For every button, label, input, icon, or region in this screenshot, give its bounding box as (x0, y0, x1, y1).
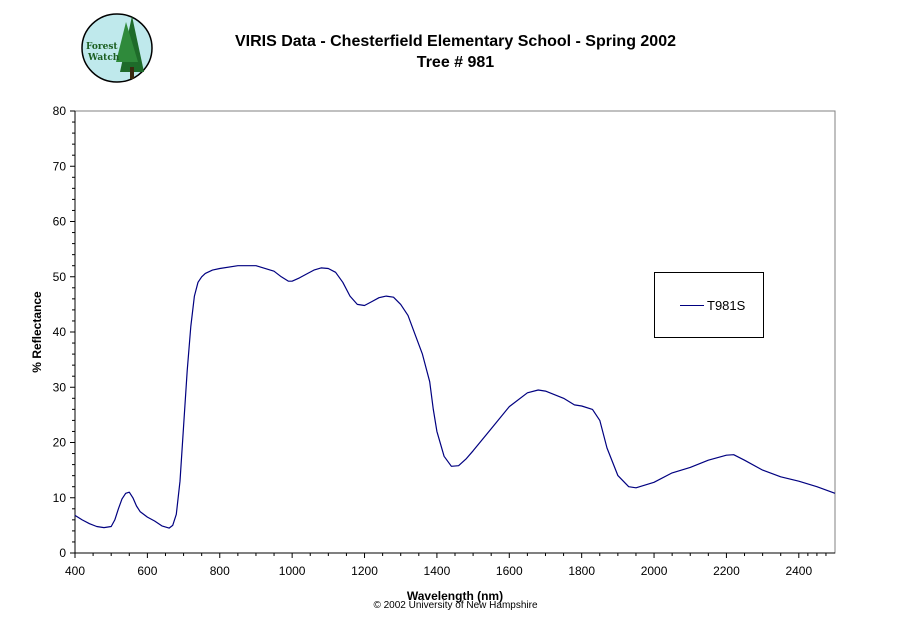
x-tick-label: 2000 (641, 564, 668, 578)
x-tick-label: 2200 (713, 564, 740, 578)
logo-text-forest: Forest (86, 42, 118, 52)
y-tick-label: 0 (59, 546, 66, 560)
series-line-t981s (74, 265, 836, 529)
y-tick-label: 40 (53, 325, 67, 339)
copyright-notice: © 2002 University of New Hampshire (373, 600, 538, 611)
y-tick-label: 50 (53, 270, 67, 284)
y-tick-label: 30 (53, 380, 67, 394)
x-tick-label: 2400 (785, 564, 812, 578)
legend-label-t981s: T981S (707, 298, 746, 313)
x-tick-label: 1800 (568, 564, 595, 578)
x-axis-label: Wavelength (nm) (407, 589, 503, 603)
x-tick-label: 1200 (351, 564, 378, 578)
forest-watch-logo: Forest Watch (81, 13, 153, 83)
chart-subtitle: Tree # 981 (416, 54, 495, 71)
chart-title: VIRIS Data - Chesterfield Elementary Sch… (234, 33, 676, 50)
logo-text-watch: Watch (87, 53, 120, 63)
chart-legend: T981S (654, 272, 764, 338)
x-tick-label: 800 (210, 564, 230, 578)
y-tick-label: 80 (53, 104, 67, 118)
x-tick-label: 1400 (424, 564, 451, 578)
x-tick-label: 1600 (496, 564, 523, 578)
y-tick-label: 10 (53, 491, 67, 505)
y-tick-label: 60 (53, 215, 67, 229)
x-tick-label: 1000 (279, 564, 306, 578)
y-axis-label: % Reflectance (30, 291, 44, 373)
legend-swatch-t981s (680, 305, 704, 306)
y-tick-label: 70 (53, 159, 67, 173)
chart-title-block: VIRIS Data - Chesterfield Elementary Sch… (0, 31, 911, 73)
x-tick-label: 400 (65, 564, 85, 578)
y-tick-label: 20 (53, 436, 67, 450)
x-tick-label: 600 (137, 564, 157, 578)
